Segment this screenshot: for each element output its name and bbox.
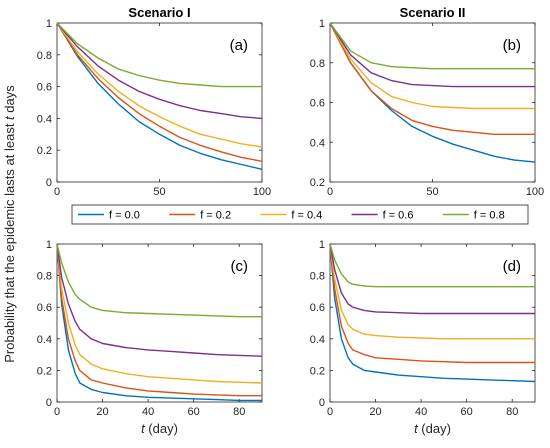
x-axis-label: t (day) bbox=[414, 421, 451, 436]
panel-title: Scenario I bbox=[128, 5, 190, 20]
series-line-f06 bbox=[329, 22, 535, 88]
x-tick-label: 40 bbox=[142, 406, 154, 418]
series-line-f08 bbox=[56, 22, 262, 88]
y-tick-label: 0.6 bbox=[37, 82, 52, 94]
series-line-f00 bbox=[56, 243, 262, 402]
y-axis-label: Probability that the epidemic lasts at l… bbox=[2, 85, 17, 363]
legend-box bbox=[71, 204, 529, 225]
y-tick-label: 0 bbox=[46, 177, 52, 189]
y-tick-label: 0.4 bbox=[37, 113, 52, 125]
x-tick-label: 0 bbox=[327, 406, 333, 418]
legend: f = 0.0 f = 0.2 f = 0.4 f = 0.6 f = 0.8 bbox=[71, 204, 529, 225]
series-line-f04 bbox=[329, 22, 535, 110]
y-tick-label: 0.8 bbox=[310, 58, 325, 70]
series-line-f02 bbox=[56, 22, 263, 162]
x-tick-label: 60 bbox=[188, 406, 200, 418]
y-tick-label: 0.2 bbox=[37, 365, 52, 377]
panel-label: (a) bbox=[230, 37, 248, 54]
legend-item-label: f = 0.6 bbox=[383, 210, 414, 222]
panel-label: (b) bbox=[503, 37, 521, 54]
y-tick-label: 0.2 bbox=[37, 145, 52, 157]
series-line-f06 bbox=[56, 22, 263, 120]
y-tick-label: 0.4 bbox=[310, 137, 325, 149]
y-tick-label: 0 bbox=[319, 397, 325, 409]
y-tick-label: 0.8 bbox=[310, 271, 325, 283]
series-line-f02 bbox=[329, 22, 535, 136]
x-tick-label: 80 bbox=[233, 406, 245, 418]
panel-c: 0 20 40 60 80 0 0.2 0.4 0.6 0.8 1 (c) t (day) bbox=[37, 239, 263, 436]
y-tick-label: 0.8 bbox=[37, 271, 52, 283]
y-tick-label: 0.6 bbox=[310, 98, 325, 110]
series-line-f06 bbox=[329, 243, 535, 315]
panel-b: 0 50 100 0.2 0.4 0.6 0.8 1 (b) Scenario II bbox=[310, 5, 544, 198]
legend-item-label: f = 0.2 bbox=[200, 210, 231, 222]
x-tick-label: 100 bbox=[526, 186, 544, 198]
series-line-f08 bbox=[329, 22, 535, 70]
panel-label: (c) bbox=[231, 258, 249, 275]
x-tick-label: 20 bbox=[96, 406, 108, 418]
x-tick-label: 0 bbox=[54, 186, 60, 198]
plot-area bbox=[56, 22, 263, 183]
x-tick-label: 50 bbox=[153, 186, 165, 198]
x-tick-label: 60 bbox=[461, 406, 473, 418]
x-tick-label: 40 bbox=[415, 406, 427, 418]
y-tick-label: 0.6 bbox=[310, 302, 325, 314]
y-tick-label: 0.2 bbox=[310, 177, 325, 189]
y-tick-label: 0.8 bbox=[37, 50, 52, 62]
series-line-f04 bbox=[329, 243, 535, 340]
panel-title: Scenario II bbox=[400, 5, 466, 20]
y-tick-label: 0.4 bbox=[37, 334, 52, 346]
x-tick-label: 20 bbox=[369, 406, 381, 418]
series-line-f08 bbox=[56, 243, 262, 318]
x-tick-label: 50 bbox=[426, 186, 438, 198]
y-tick-label: 1 bbox=[319, 239, 325, 251]
series-line-f04 bbox=[56, 22, 263, 148]
panel-a: 0 50 100 0 0.2 0.4 0.6 0.8 1 (a) Scenario I bbox=[37, 5, 271, 198]
y-tick-label: 1 bbox=[46, 239, 52, 251]
series-line-f02 bbox=[56, 243, 262, 397]
legend-item-label: f = 0.8 bbox=[474, 210, 505, 222]
y-tick-label: 0.4 bbox=[310, 334, 325, 346]
y-tick-label: 0 bbox=[46, 397, 52, 409]
legend-item-label: f = 0.4 bbox=[291, 210, 322, 222]
series-line-f00 bbox=[329, 243, 536, 383]
y-tick-label: 1 bbox=[46, 18, 52, 30]
series-line-f04 bbox=[56, 243, 263, 384]
x-tick-label: 0 bbox=[54, 406, 60, 418]
y-tick-label: 1 bbox=[319, 18, 325, 30]
x-axis-label: t (day) bbox=[141, 421, 178, 436]
x-tick-label: 100 bbox=[253, 186, 271, 198]
plot-area bbox=[329, 243, 536, 403]
series-line-f06 bbox=[56, 243, 263, 357]
y-tick-label: 0.2 bbox=[310, 365, 325, 377]
series-line-f00 bbox=[56, 22, 263, 170]
panel-label: (d) bbox=[503, 258, 521, 275]
series-line-f02 bbox=[329, 243, 535, 364]
plot-area bbox=[56, 243, 263, 403]
legend-item-label: f = 0.0 bbox=[109, 210, 140, 222]
y-tick-label: 0.6 bbox=[37, 302, 52, 314]
x-tick-label: 0 bbox=[327, 186, 333, 198]
panel-d: 0 20 40 60 80 0 0.2 0.4 0.6 0.8 1 (d) t (day) bbox=[310, 239, 536, 436]
series-line-f08 bbox=[329, 243, 535, 288]
x-tick-label: 80 bbox=[506, 406, 518, 418]
